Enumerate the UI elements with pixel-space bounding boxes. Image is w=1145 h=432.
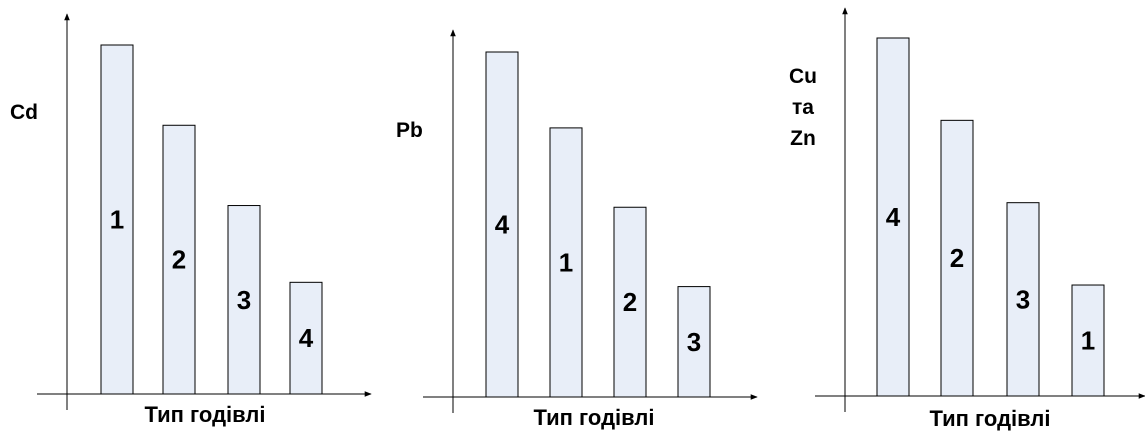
- y-axis-label: Pb: [396, 119, 423, 142]
- chart-panel-1: 1 2 3 4 Cd Тип годівлі: [10, 13, 372, 427]
- bar-label: 3: [687, 327, 701, 357]
- bar: [162, 124, 196, 395]
- y-axis-label: Zn: [790, 127, 816, 150]
- bar-label: 4: [495, 210, 510, 240]
- bar: [940, 119, 974, 397]
- bar-label: 1: [559, 247, 573, 277]
- bar-label: 4: [299, 323, 314, 353]
- bar: [289, 281, 323, 395]
- chart-panel-2: 4 1 2 3 Pb Тип годівлі: [396, 29, 758, 430]
- bar: [549, 127, 583, 398]
- x-axis-label: Тип годівлі: [930, 406, 1051, 431]
- y-axis-label: Cu: [789, 65, 817, 88]
- bar-label: 2: [623, 287, 637, 317]
- chart-panel-3: 4 2 3 1 Cu та Zn Тип годівлі: [789, 7, 1145, 431]
- bar: [876, 37, 910, 397]
- bar-label: 2: [172, 245, 186, 275]
- bar: [613, 206, 647, 398]
- y-axis-label: Cd: [10, 101, 38, 124]
- bar: [227, 205, 261, 395]
- bar: [1006, 202, 1040, 397]
- bar: [485, 51, 519, 398]
- bar: [1071, 284, 1105, 397]
- bar-label: 1: [1081, 326, 1095, 356]
- bar-label: 3: [237, 285, 251, 315]
- bar-label: 4: [886, 202, 901, 232]
- bar: [100, 44, 134, 395]
- x-axis-label: Тип годівлі: [145, 402, 266, 427]
- bar-label: 2: [950, 243, 964, 273]
- bar-label: 1: [110, 205, 124, 235]
- bar-label: 3: [1016, 284, 1030, 314]
- y-axis-label: та: [792, 96, 814, 119]
- x-axis-label: Тип годівлі: [534, 405, 655, 430]
